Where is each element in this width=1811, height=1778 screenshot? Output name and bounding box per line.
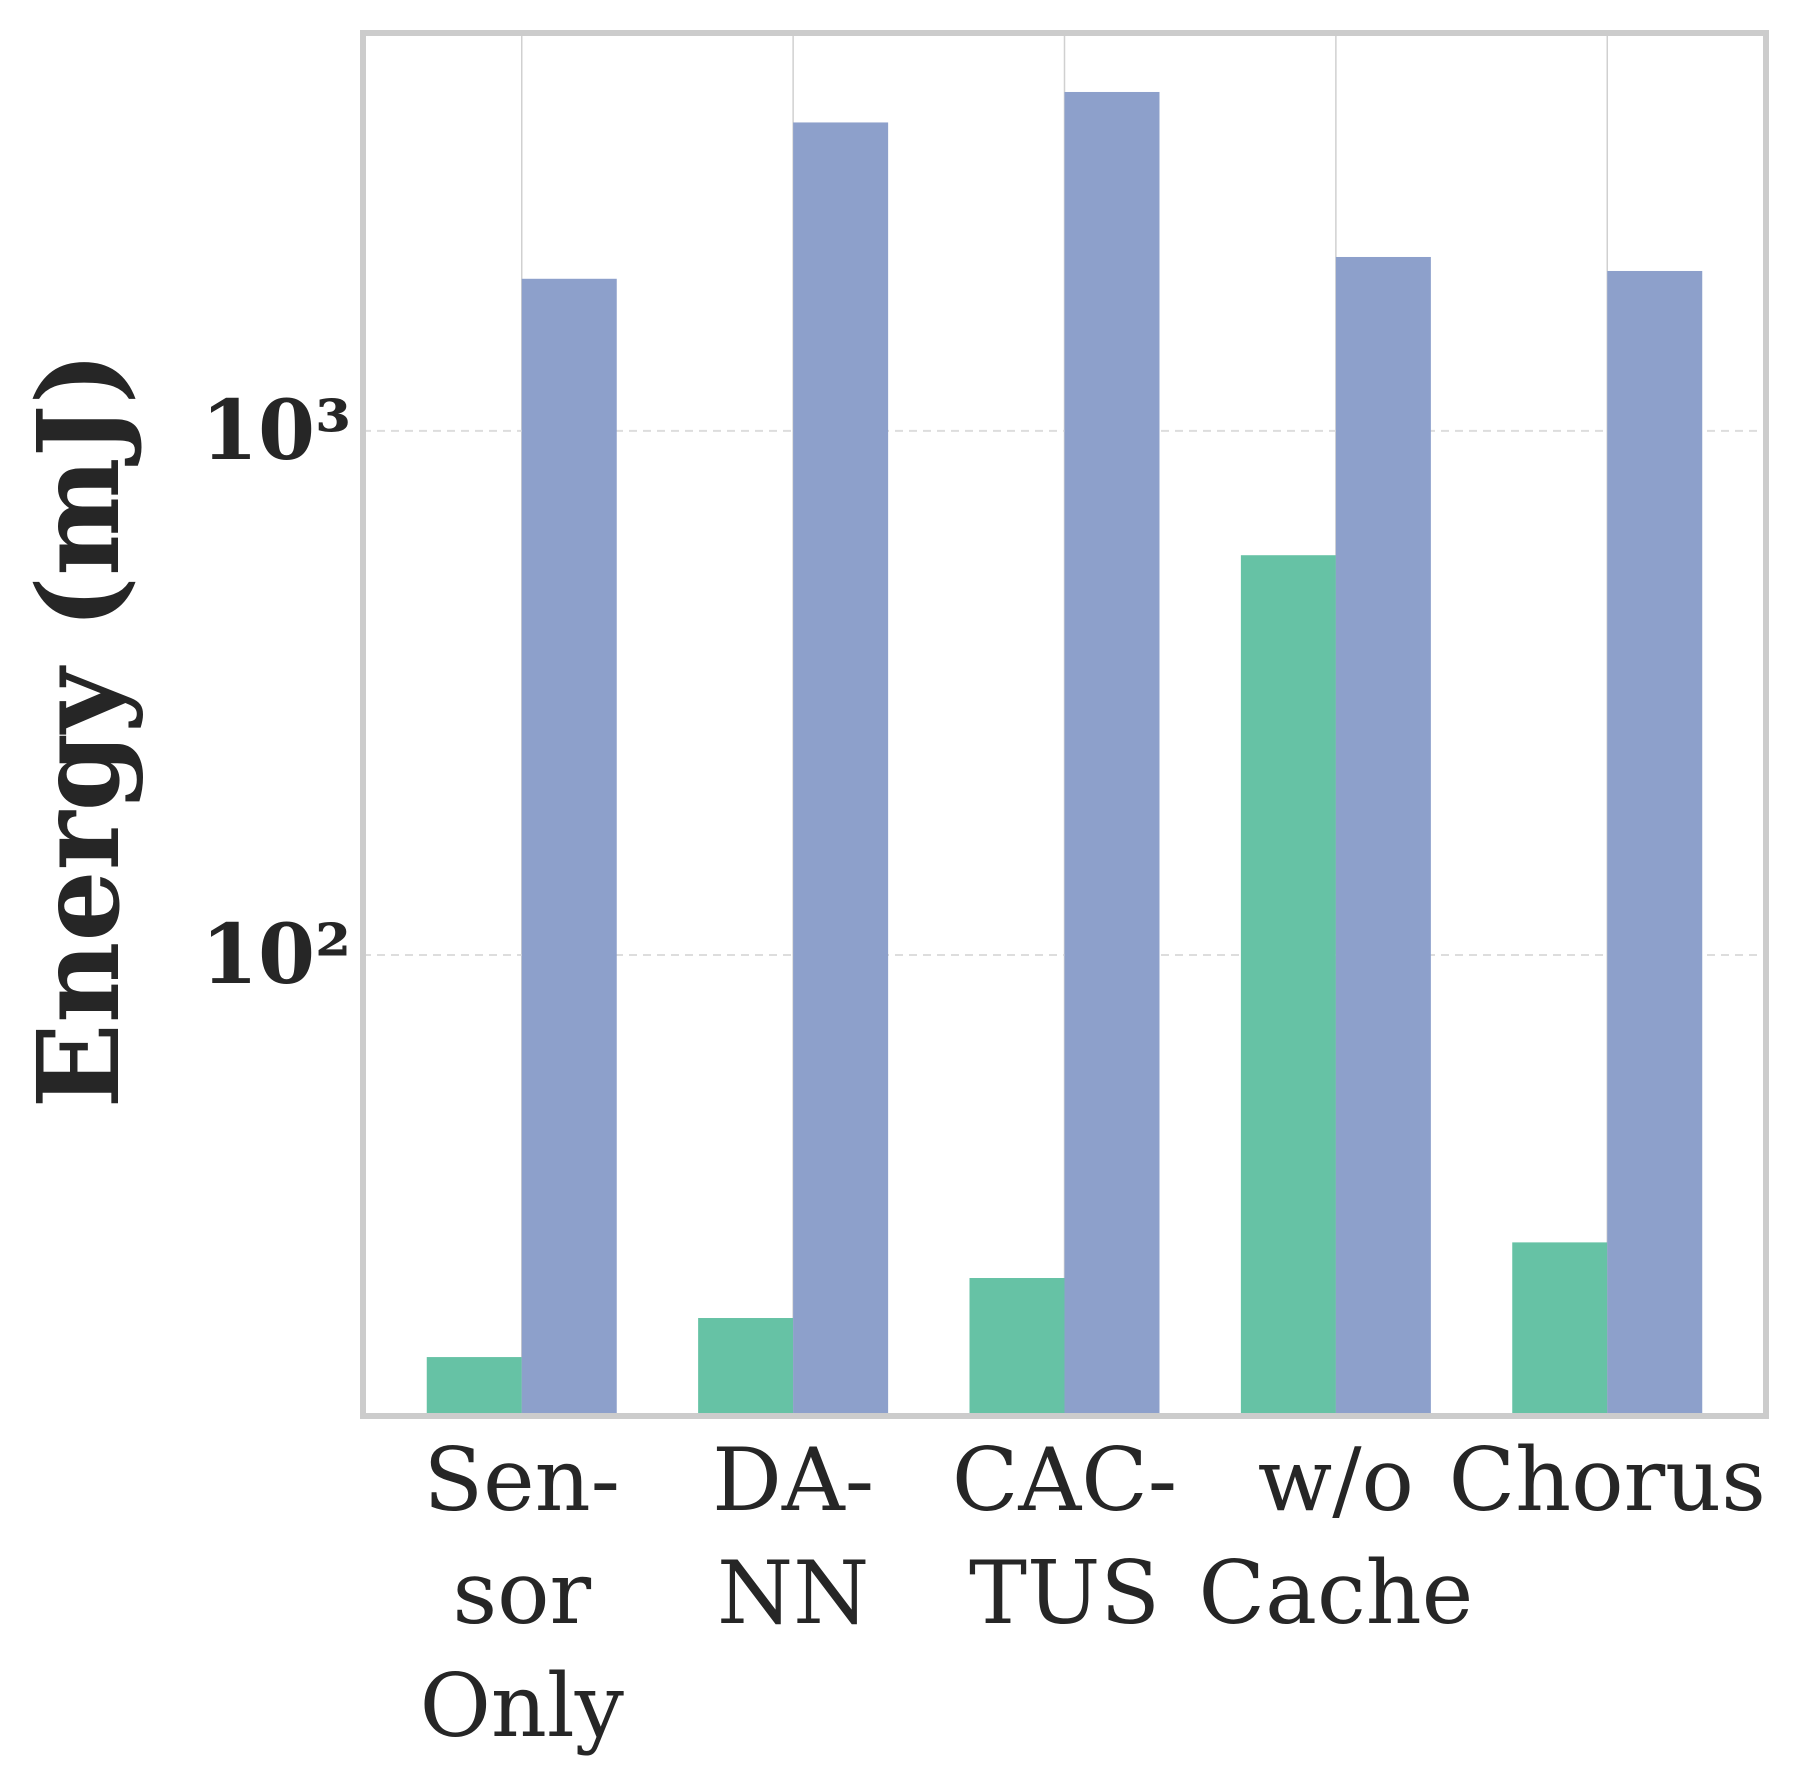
x-tick-label: DA-NN xyxy=(712,1429,874,1644)
x-tick-label: Chorus xyxy=(1449,1429,1766,1531)
bar xyxy=(698,1318,794,1416)
y-axis-label: Energy (mJ) xyxy=(14,352,145,1109)
y-tick-label: 10² xyxy=(201,907,351,1003)
x-tick-label: CAC-TUS xyxy=(952,1429,1177,1644)
bar xyxy=(1335,256,1431,1416)
bar xyxy=(426,1357,522,1416)
bar xyxy=(969,1278,1065,1416)
bar xyxy=(521,278,617,1417)
bar xyxy=(1512,1242,1608,1416)
plot-frame xyxy=(360,30,1769,1419)
y-tick-label: 10³ xyxy=(201,383,351,479)
x-tick-label: Sen-sor Only xyxy=(420,1429,624,1757)
bar xyxy=(793,122,889,1417)
bar xyxy=(1240,555,1336,1416)
bar xyxy=(1607,270,1703,1417)
bar xyxy=(1064,91,1160,1416)
x-tick-label: w/o Cache xyxy=(1199,1429,1474,1644)
